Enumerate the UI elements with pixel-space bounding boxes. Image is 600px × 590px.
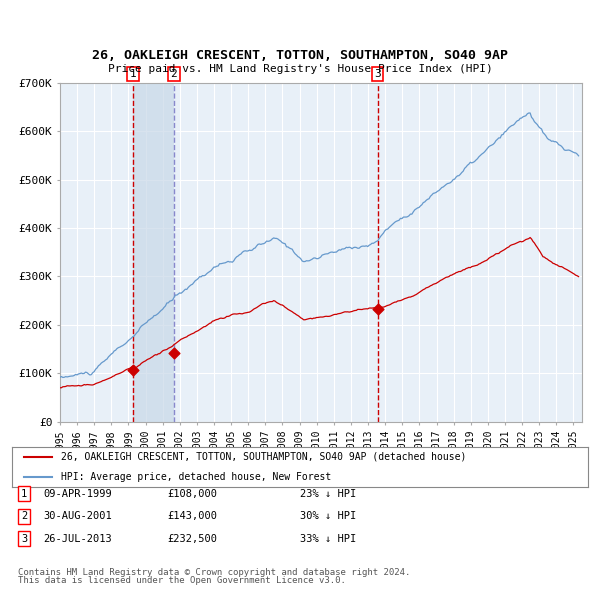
Text: 26, OAKLEIGH CRESCENT, TOTTON, SOUTHAMPTON, SO40 9AP (detached house): 26, OAKLEIGH CRESCENT, TOTTON, SOUTHAMPT…	[61, 452, 466, 461]
Text: 30% ↓ HPI: 30% ↓ HPI	[300, 512, 356, 521]
Text: 09-APR-1999: 09-APR-1999	[44, 489, 112, 499]
Text: 33% ↓ HPI: 33% ↓ HPI	[300, 534, 356, 543]
Text: HPI: Average price, detached house, New Forest: HPI: Average price, detached house, New …	[61, 472, 331, 481]
Text: Contains HM Land Registry data © Crown copyright and database right 2024.: Contains HM Land Registry data © Crown c…	[18, 568, 410, 577]
Text: 1: 1	[21, 489, 27, 499]
Text: 26, OAKLEIGH CRESCENT, TOTTON, SOUTHAMPTON, SO40 9AP: 26, OAKLEIGH CRESCENT, TOTTON, SOUTHAMPT…	[92, 49, 508, 62]
Text: 26-JUL-2013: 26-JUL-2013	[44, 534, 112, 543]
Text: This data is licensed under the Open Government Licence v3.0.: This data is licensed under the Open Gov…	[18, 576, 346, 585]
Text: 23% ↓ HPI: 23% ↓ HPI	[300, 489, 356, 499]
Text: 3: 3	[374, 69, 381, 79]
Text: 2: 2	[170, 69, 178, 79]
Text: £232,500: £232,500	[167, 534, 217, 543]
Bar	[133, 83, 174, 422]
Point	[169, 348, 179, 358]
Point	[128, 365, 138, 374]
Text: 2: 2	[21, 512, 27, 521]
Text: £108,000: £108,000	[167, 489, 217, 499]
Point	[373, 304, 383, 314]
Text: 1: 1	[130, 69, 136, 79]
Text: 30-AUG-2001: 30-AUG-2001	[44, 512, 112, 521]
Text: £143,000: £143,000	[167, 512, 217, 521]
Text: 3: 3	[21, 534, 27, 543]
Text: Price paid vs. HM Land Registry's House Price Index (HPI): Price paid vs. HM Land Registry's House …	[107, 64, 493, 74]
